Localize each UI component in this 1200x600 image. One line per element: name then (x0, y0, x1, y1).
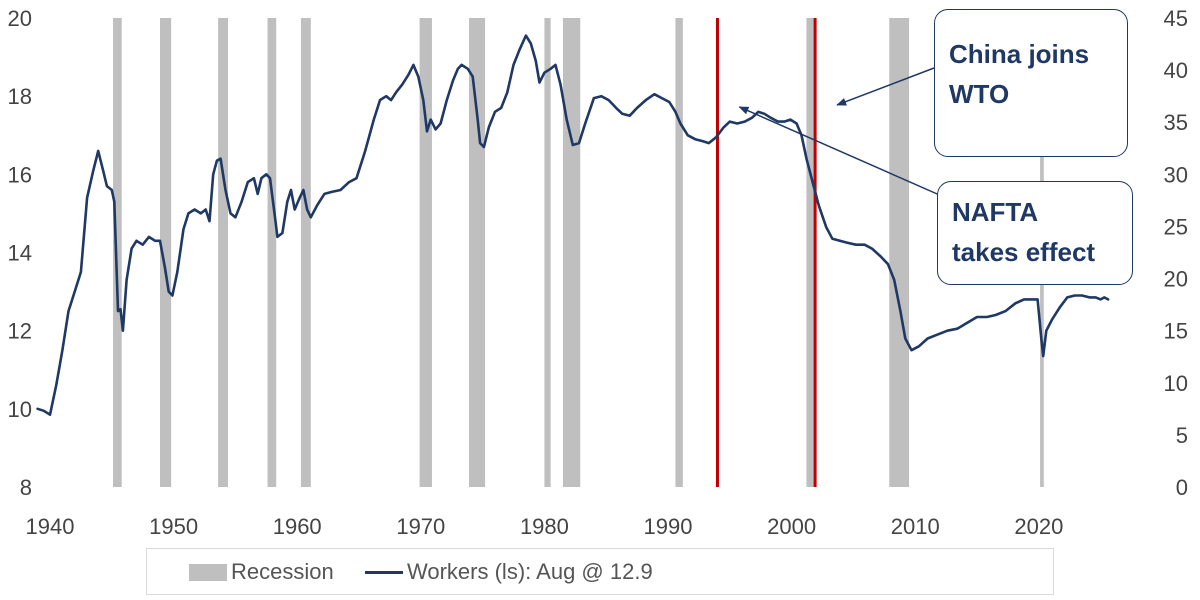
y-left-tick-label-18: 18 (8, 84, 32, 109)
recession-band-1 (113, 18, 122, 487)
y-right-tick-label-5: 5 (1176, 423, 1188, 448)
y-left-tick-label-8: 8 (20, 475, 32, 500)
recession-band-8 (544, 18, 551, 487)
x-tick-label-2010: 2010 (891, 514, 940, 539)
x-tick-label-2000: 2000 (767, 514, 816, 539)
y-left-tick-label-12: 12 (8, 319, 32, 344)
recession-band-2 (160, 18, 172, 487)
recession-band-6 (419, 18, 432, 487)
wto-arrow (836, 67, 935, 106)
nafta-arrow (738, 106, 945, 198)
x-tick-label-1990: 1990 (644, 514, 693, 539)
china-wto-callout-line1: China joins (949, 39, 1090, 69)
x-tick-label-1960: 1960 (273, 514, 322, 539)
recession-band-9 (562, 18, 581, 487)
nafta-callout-line2: takes effect (952, 237, 1096, 267)
y-left-tick-label-14: 14 (8, 241, 32, 266)
workers-swatch (365, 570, 403, 574)
x-tick-label-2020: 2020 (1014, 514, 1063, 539)
y-left-tick-label-16: 16 (8, 162, 32, 187)
annotation-arrows (738, 67, 945, 198)
legend-item-workers: Workers (ls): Aug @ 12.9 (365, 559, 653, 585)
series-layer (36, 34, 1110, 416)
event-markers (715, 18, 817, 487)
x-tick-label-1980: 1980 (520, 514, 569, 539)
y-right-tick-label-0: 0 (1176, 475, 1188, 500)
recession-bands (113, 18, 1044, 487)
recession-swatch (189, 563, 227, 581)
y-right-tick-label-15: 15 (1164, 319, 1188, 344)
y-right-axis-ticks: 0 5 10 15 20 25 30 35 40 45 (1164, 6, 1188, 500)
recession-band-4 (267, 18, 277, 487)
recession-band-12 (889, 18, 910, 487)
china-wto-callout-line2: WTO (949, 79, 1010, 109)
y-right-tick-label-20: 20 (1164, 267, 1188, 292)
x-tick-label-1950: 1950 (149, 514, 198, 539)
recession-band-3 (218, 18, 228, 487)
y-right-tick-label-30: 30 (1164, 162, 1188, 187)
y-right-tick-label-10: 10 (1164, 371, 1188, 396)
legend: Recession Workers (ls): Aug @ 12.9 (146, 548, 1054, 595)
x-tick-label-1940: 1940 (26, 514, 75, 539)
x-axis-ticks: 1940 1950 1960 1970 1980 1990 2000 2010 2020 (26, 514, 1064, 539)
y-right-tick-label-35: 35 (1164, 110, 1188, 135)
y-left-axis-ticks: 8 10 12 14 16 18 20 (8, 6, 32, 500)
legend-recession-label: Recession (231, 559, 334, 584)
nafta-callout: NAFTA takes effect (937, 181, 1133, 285)
recession-band-11 (806, 18, 816, 487)
y-right-tick-label-40: 40 (1164, 58, 1188, 83)
recession-band-10 (675, 18, 683, 487)
china-wto-callout: China joins WTO (934, 9, 1128, 157)
recession-band-5 (300, 18, 311, 487)
x-tick-label-1970: 1970 (396, 514, 445, 539)
y-left-tick-label-10: 10 (8, 397, 32, 422)
y-right-tick-label-25: 25 (1164, 214, 1188, 239)
legend-item-recession: Recession (189, 559, 334, 585)
workers-series-line (36, 34, 1110, 416)
legend-workers-label: Workers (ls): Aug @ 12.9 (407, 559, 653, 584)
recession-band-7 (469, 18, 486, 487)
y-right-tick-label-45: 45 (1164, 6, 1188, 31)
nafta-callout-line1: NAFTA (952, 197, 1039, 227)
y-left-tick-label-20: 20 (8, 6, 32, 31)
